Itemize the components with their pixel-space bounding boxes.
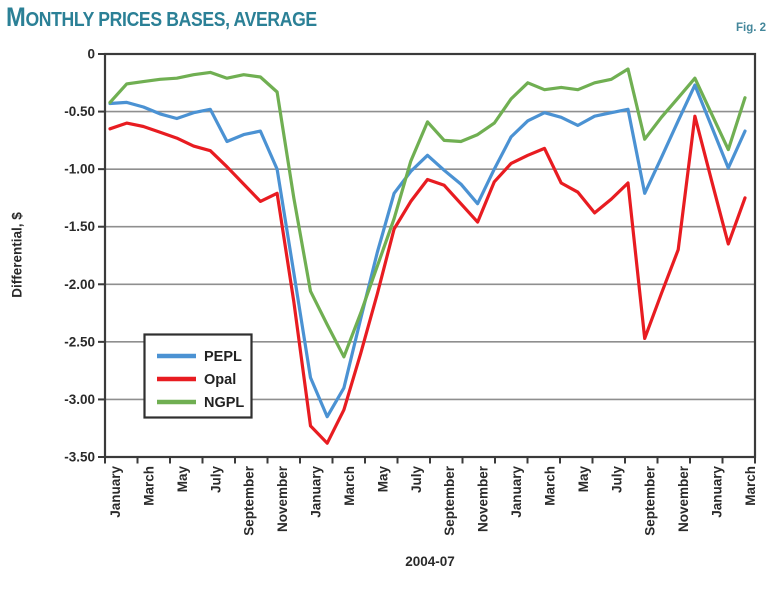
y-tick-label: -0.50	[64, 104, 95, 119]
y-tick-label: -2.00	[64, 277, 95, 292]
chart-title-text: ONTHLY PRICES BASES, AVERAGE	[25, 9, 317, 31]
x-tick-label: July	[208, 466, 223, 494]
x-tick-label: March	[342, 466, 357, 506]
chart-title-initial: M	[6, 2, 26, 32]
y-tick-label: -1.50	[64, 219, 95, 234]
legend-label-pepl: PEPL	[204, 349, 242, 365]
x-tick-label: May	[576, 466, 591, 493]
x-tick-label: January	[108, 466, 123, 518]
x-tick-label: January	[309, 466, 324, 518]
x-tick-label: March	[743, 466, 758, 506]
y-tick-label: 0	[87, 47, 95, 62]
legend-label-ngpl: NGPL	[204, 395, 244, 411]
y-tick-label: -3.00	[64, 392, 95, 407]
y-axis-title: Differential, $	[9, 212, 25, 298]
x-tick-label: July	[609, 466, 624, 494]
x-tick-label: January	[710, 466, 725, 518]
x-tick-label: March	[542, 466, 557, 506]
x-tick-label: January	[509, 466, 524, 518]
legend-label-opal: Opal	[204, 372, 236, 388]
x-tick-label: September	[643, 465, 658, 536]
x-tick-label: September	[442, 465, 457, 536]
x-tick-label: July	[409, 466, 424, 494]
x-tick-label: May	[175, 466, 190, 493]
y-tick-label: -2.50	[64, 334, 95, 349]
series-line-pepl	[108, 83, 747, 419]
x-axis-title: 2004-07	[405, 554, 455, 569]
x-tick-label: November	[476, 465, 491, 532]
plot-border	[103, 52, 757, 459]
series-line-opal	[108, 114, 747, 445]
x-tick-label: September	[242, 465, 257, 536]
x-tick-label: March	[141, 466, 156, 506]
x-tick-label: November	[275, 465, 290, 532]
chart-title: MONTHLY PRICES BASES, AVERAGE	[6, 2, 317, 35]
figure-number-label: Fig. 2	[735, 22, 766, 34]
y-tick-label: -3.50	[64, 450, 95, 465]
x-tick-label: May	[375, 466, 390, 493]
series-line-ngpl	[108, 67, 747, 359]
y-tick-label: -1.00	[64, 162, 95, 177]
x-tick-label: November	[676, 465, 691, 532]
